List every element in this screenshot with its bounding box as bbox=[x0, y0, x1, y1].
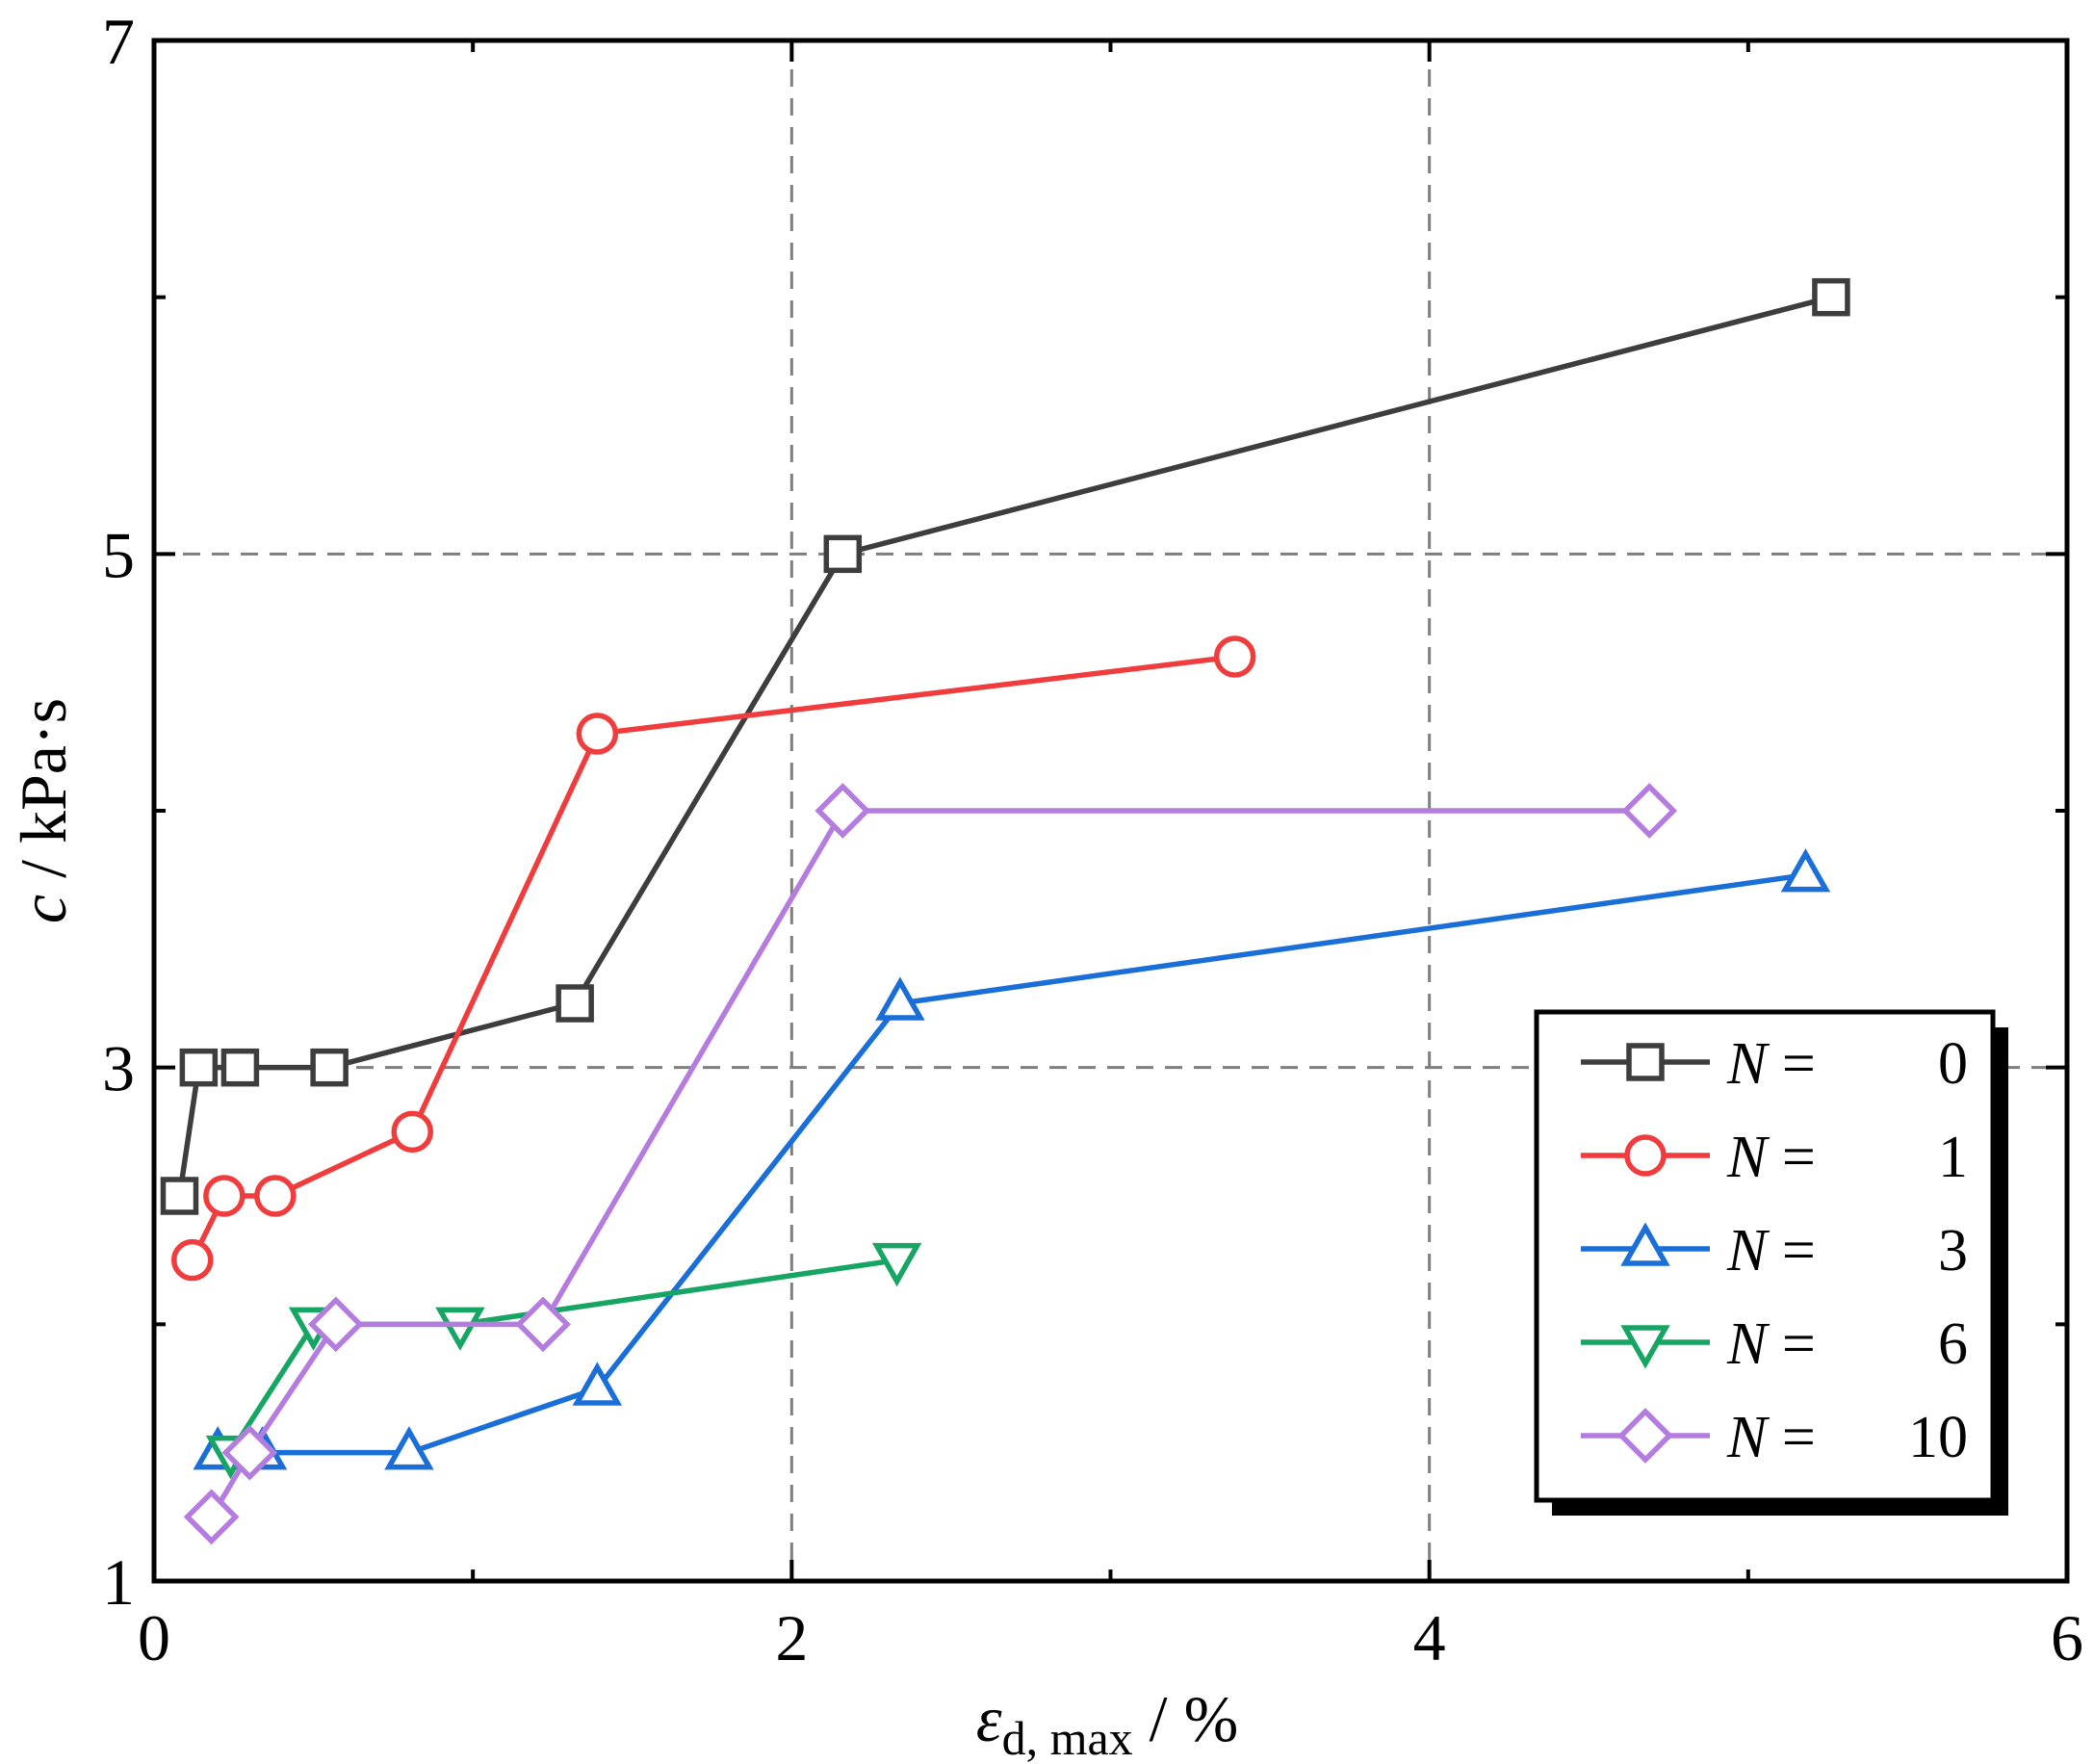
legend-marker bbox=[1620, 1222, 1670, 1266]
x-axis-symbol: ε bbox=[976, 1682, 1002, 1755]
data-point-N-0 bbox=[310, 1048, 349, 1087]
series-line-N-1 bbox=[190, 654, 1235, 1261]
data-point-N-1 bbox=[203, 1175, 246, 1217]
x-tick-label: 4 bbox=[1413, 1601, 1446, 1674]
data-point-N-3 bbox=[1780, 848, 1831, 893]
data-point-N-10 bbox=[814, 783, 871, 839]
data-point-N-6 bbox=[871, 1242, 922, 1287]
data-point-N-0 bbox=[160, 1177, 199, 1215]
legend-label: N = 3 bbox=[1726, 1218, 1968, 1284]
legend-box bbox=[1534, 1009, 1996, 1503]
legend-label: N = 10 bbox=[1726, 1405, 1968, 1470]
data-point-N-0 bbox=[823, 534, 863, 574]
data-point-N-0 bbox=[179, 1048, 219, 1087]
data-point-N-10 bbox=[183, 1489, 240, 1545]
legend-item-N-1: N = 1 bbox=[1581, 1125, 1968, 1190]
x-tick-label: 0 bbox=[138, 1601, 170, 1674]
data-point-N-3 bbox=[875, 976, 925, 1021]
y-tick-label: 1 bbox=[102, 1545, 135, 1619]
legend-marker bbox=[1617, 1408, 1673, 1464]
plot-area bbox=[160, 277, 1850, 1545]
legend-item-N-0: N = 0 bbox=[1581, 1031, 1968, 1097]
series-N-6 bbox=[205, 1242, 922, 1480]
x-tick-label: 2 bbox=[775, 1601, 808, 1674]
x-axis-title: εd, max / % bbox=[976, 1682, 1238, 1764]
x-axis-subscript: d, max bbox=[1002, 1711, 1133, 1764]
legend-marker bbox=[1626, 1043, 1665, 1081]
y-axis-title: c / kPa·s bbox=[7, 698, 80, 923]
y-axis-symbol: c bbox=[7, 895, 80, 923]
data-point-N-6 bbox=[435, 1307, 485, 1351]
data-point-N-10 bbox=[307, 1296, 364, 1353]
legend-marker bbox=[1620, 1325, 1670, 1369]
data-point-N-0 bbox=[220, 1048, 260, 1087]
data-point-N-1 bbox=[1213, 636, 1256, 678]
data-point-N-1 bbox=[576, 713, 619, 755]
series-N-1 bbox=[170, 636, 1256, 1282]
legend-marker bbox=[1624, 1134, 1667, 1177]
axis-tick-labels: 0 2 4 6 1 3 5 7 bbox=[102, 5, 2083, 1674]
legend-label: N = 1 bbox=[1726, 1125, 1968, 1190]
data-point-N-1 bbox=[170, 1238, 214, 1282]
data-point-N-10 bbox=[221, 1424, 278, 1481]
legend-item-N-3: N = 3 bbox=[1581, 1218, 1968, 1284]
legend-item-N-10: N = 10 bbox=[1581, 1405, 1968, 1470]
legend: N = 0 N = 1 N = 3 N = 6 N = 10 bbox=[1534, 1009, 2008, 1516]
legend-label: N = 6 bbox=[1726, 1311, 1968, 1377]
data-point-N-1 bbox=[254, 1175, 297, 1217]
x-axis-unit: / % bbox=[1133, 1682, 1239, 1755]
y-tick-label: 7 bbox=[102, 5, 135, 78]
legend-label: N = 0 bbox=[1726, 1031, 1968, 1097]
data-point-N-10 bbox=[1621, 783, 1678, 839]
x-tick-label: 6 bbox=[2051, 1601, 2083, 1674]
series-N-10 bbox=[183, 783, 1678, 1545]
data-point-N-3 bbox=[572, 1362, 623, 1406]
data-point-N-1 bbox=[391, 1110, 433, 1154]
data-point-N-0 bbox=[556, 984, 594, 1023]
data-point-N-3 bbox=[384, 1426, 434, 1470]
data-point-N-10 bbox=[515, 1296, 571, 1353]
data-point-N-0 bbox=[1812, 277, 1850, 317]
y-tick-label: 5 bbox=[102, 518, 135, 591]
y-axis-unit: / kPa·s bbox=[7, 698, 80, 895]
series-N-0 bbox=[160, 277, 1850, 1215]
axis-ticks bbox=[152, 39, 2069, 1583]
series-line-N-10 bbox=[209, 808, 1650, 1518]
y-tick-label: 3 bbox=[102, 1032, 135, 1105]
legend-item-N-6: N = 6 bbox=[1581, 1311, 1968, 1377]
